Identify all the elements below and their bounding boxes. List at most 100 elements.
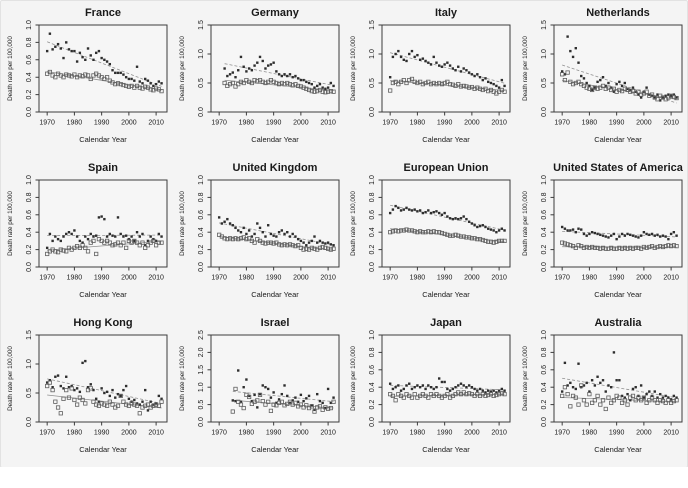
data-point-open bbox=[654, 400, 660, 405]
y-tick-label: 2.0 bbox=[198, 347, 205, 357]
x-tick-label: 2010 bbox=[148, 275, 164, 282]
data-point-open bbox=[467, 85, 472, 90]
data-point-open bbox=[121, 240, 126, 245]
chart-title: Israel bbox=[260, 317, 289, 329]
data-point-open bbox=[227, 236, 232, 241]
data-point-filled bbox=[432, 210, 435, 214]
data-point-open bbox=[461, 234, 466, 239]
data-point-filled bbox=[78, 239, 82, 243]
data-point-open bbox=[434, 230, 439, 235]
data-point-open bbox=[300, 247, 306, 252]
data-point-open bbox=[230, 409, 235, 414]
data-point-filled bbox=[388, 211, 392, 215]
data-point-open bbox=[287, 399, 292, 404]
data-point-filled bbox=[277, 73, 280, 76]
data-point-filled bbox=[495, 231, 498, 234]
data-point-filled bbox=[236, 69, 239, 72]
y-tick-label: 0.0 bbox=[541, 262, 548, 272]
data-point-filled bbox=[45, 49, 49, 53]
data-point-filled bbox=[405, 206, 408, 210]
data-point-filled bbox=[252, 232, 256, 236]
data-point-open bbox=[469, 236, 474, 241]
data-point-filled bbox=[601, 234, 604, 237]
data-point-filled bbox=[318, 82, 321, 86]
data-point-filled bbox=[631, 234, 634, 237]
data-point-filled bbox=[595, 375, 599, 378]
data-point-filled bbox=[574, 387, 577, 391]
data-point-filled bbox=[481, 389, 484, 392]
y-tick-label: 0.0 bbox=[369, 107, 376, 117]
data-point-open bbox=[143, 245, 148, 250]
data-point-open bbox=[412, 79, 417, 84]
data-point-filled bbox=[391, 208, 395, 211]
data-point-filled bbox=[432, 55, 435, 59]
data-point-filled bbox=[233, 226, 237, 230]
data-point-filled bbox=[563, 227, 566, 230]
data-point-filled bbox=[584, 234, 588, 237]
data-point-filled bbox=[481, 224, 484, 227]
series-open-points bbox=[230, 386, 336, 414]
data-point-open bbox=[502, 238, 507, 243]
data-point-open bbox=[407, 228, 412, 233]
y-axis-label: Death rate per 100,000 bbox=[350, 346, 357, 411]
data-point-filled bbox=[111, 234, 114, 237]
data-point-filled bbox=[239, 400, 242, 404]
data-point-filled bbox=[65, 375, 68, 378]
data-point-filled bbox=[674, 396, 678, 399]
data-point-filled bbox=[435, 61, 438, 64]
data-point-open bbox=[638, 92, 643, 97]
x-tick-label: 1990 bbox=[94, 430, 110, 437]
data-point-filled bbox=[399, 55, 403, 59]
data-point-open bbox=[611, 398, 616, 403]
data-point-filled bbox=[470, 73, 474, 76]
data-point-filled bbox=[579, 74, 582, 78]
data-point-filled bbox=[484, 225, 487, 229]
data-point-open bbox=[461, 83, 466, 88]
data-point-filled bbox=[310, 239, 313, 243]
data-point-filled bbox=[650, 232, 653, 236]
x-tick-label: 1990 bbox=[265, 120, 281, 127]
y-tick-label: 0.4 bbox=[369, 227, 376, 237]
x-tick-label: 1970 bbox=[39, 120, 55, 127]
data-point-filled bbox=[119, 232, 122, 236]
data-point-filled bbox=[250, 399, 253, 403]
x-axis-label: Calendar Year bbox=[594, 290, 642, 299]
x-tick-label: 1970 bbox=[39, 430, 55, 437]
data-point-open bbox=[646, 244, 651, 250]
data-point-open bbox=[445, 392, 450, 397]
y-tick-label: 0.8 bbox=[369, 347, 376, 357]
data-point-filled bbox=[326, 241, 329, 244]
data-point-open bbox=[279, 399, 284, 404]
y-tick-label: 0.2 bbox=[26, 245, 33, 255]
x-axis-label: Calendar Year bbox=[594, 445, 642, 454]
data-point-filled bbox=[410, 49, 414, 53]
data-point-filled bbox=[497, 86, 501, 89]
trend-line-open bbox=[47, 240, 162, 251]
data-point-filled bbox=[582, 232, 585, 236]
data-point-open bbox=[611, 246, 616, 251]
data-point-open bbox=[262, 80, 268, 86]
y-tick-label: 0.5 bbox=[198, 78, 205, 88]
data-point-open bbox=[456, 82, 461, 87]
series-open-points bbox=[222, 78, 336, 95]
data-point-filled bbox=[492, 229, 495, 232]
plot-area bbox=[553, 334, 682, 423]
data-point-open bbox=[445, 79, 450, 84]
data-point-filled bbox=[487, 80, 490, 84]
data-point-open bbox=[600, 245, 605, 250]
data-point-filled bbox=[435, 386, 438, 389]
data-point-filled bbox=[97, 400, 101, 403]
data-point-open bbox=[486, 392, 491, 398]
data-point-open bbox=[390, 80, 395, 86]
data-point-filled bbox=[318, 239, 321, 243]
data-point-filled bbox=[114, 71, 117, 75]
data-point-filled bbox=[609, 86, 612, 89]
data-point-open bbox=[124, 83, 129, 88]
data-point-filled bbox=[244, 232, 248, 236]
data-point-open bbox=[573, 80, 578, 86]
data-point-filled bbox=[114, 235, 117, 238]
data-point-open bbox=[55, 250, 61, 255]
data-point-filled bbox=[446, 215, 449, 218]
x-tick-label: 2010 bbox=[320, 430, 336, 437]
data-point-filled bbox=[59, 239, 62, 243]
